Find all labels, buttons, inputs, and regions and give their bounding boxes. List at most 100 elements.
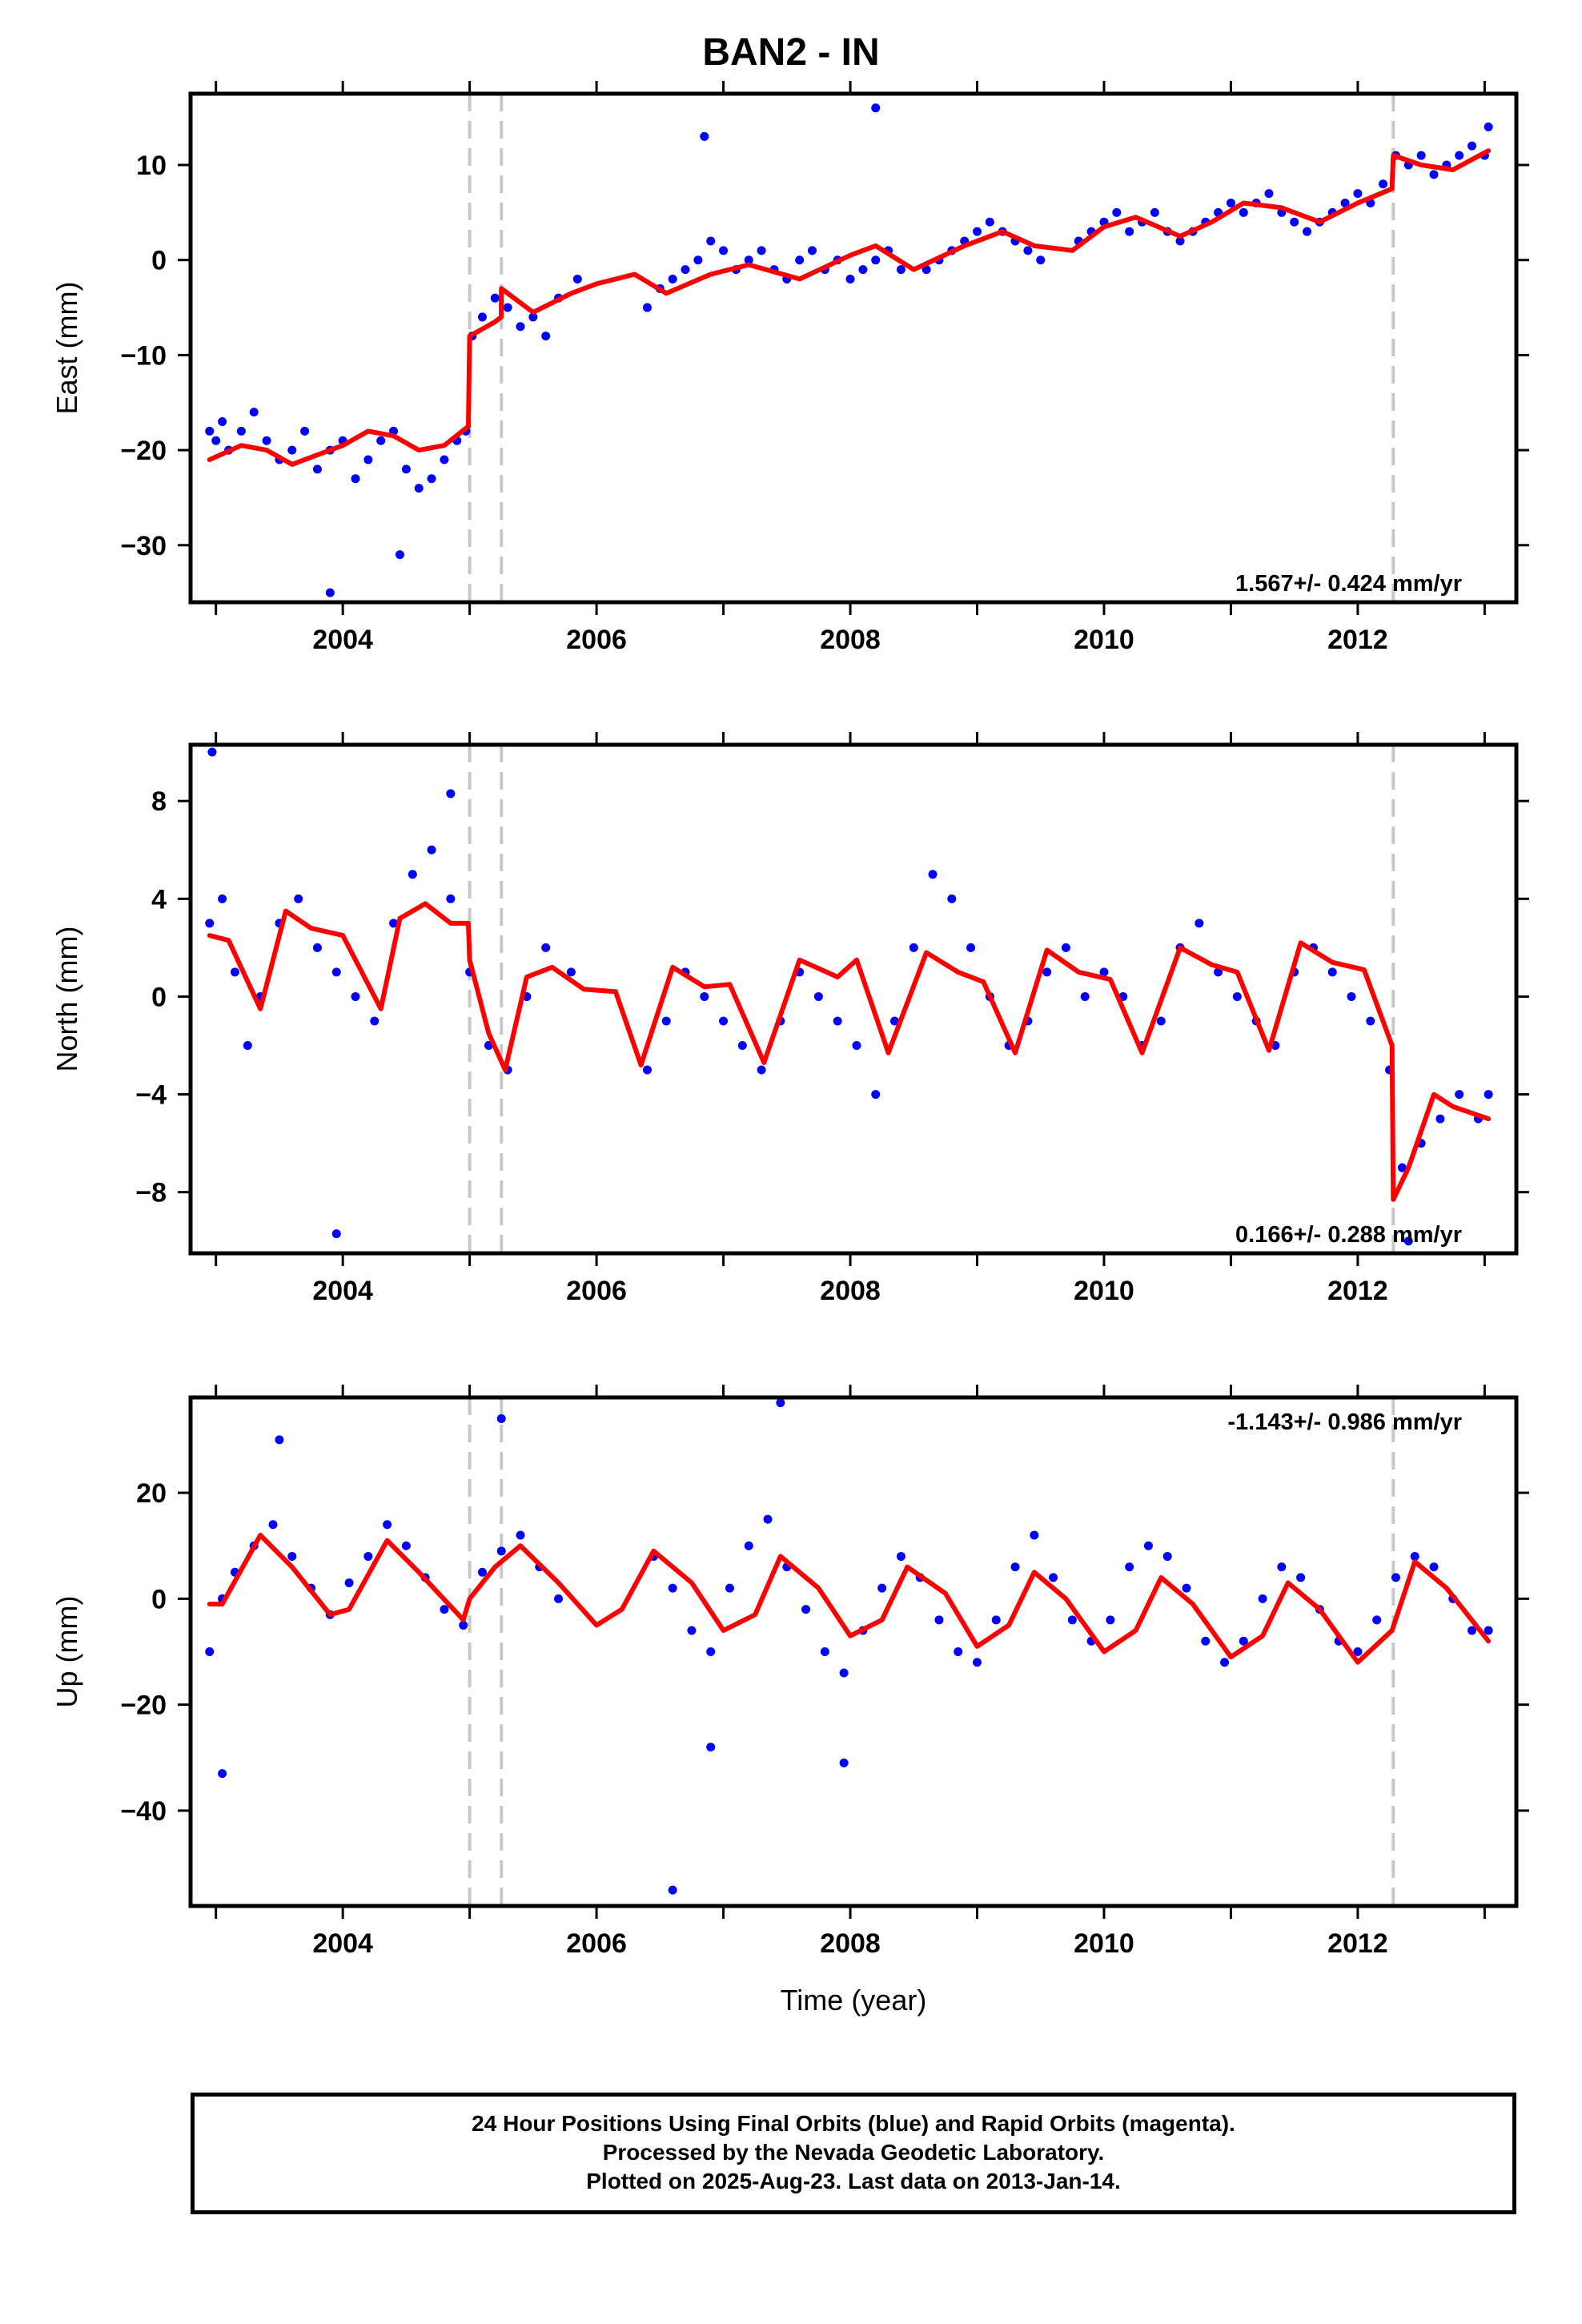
north-data-point bbox=[408, 870, 417, 879]
east-x-tick-label: 2006 bbox=[566, 625, 627, 655]
up-data-point bbox=[477, 1567, 487, 1577]
north-data-point bbox=[1327, 967, 1337, 977]
north-y-tick-label: −8 bbox=[135, 1178, 167, 1208]
north-frame bbox=[188, 742, 1519, 1256]
east-data-point bbox=[1036, 255, 1046, 265]
east-data-point bbox=[1112, 207, 1122, 217]
up-model-line bbox=[207, 1533, 1492, 1665]
north-x-tick-label: 2004 bbox=[312, 1276, 373, 1306]
east-data-point bbox=[693, 255, 703, 265]
up-data-point bbox=[668, 1583, 677, 1593]
up-plot-area bbox=[205, 1398, 1493, 1895]
up-x-tick-label: 2010 bbox=[1074, 1928, 1134, 1959]
up-y-tick-label: −20 bbox=[120, 1691, 167, 1721]
north-data-point bbox=[1099, 967, 1109, 977]
east-data-point bbox=[262, 436, 271, 445]
east-data-point bbox=[871, 103, 881, 113]
up-data-point bbox=[1277, 1562, 1287, 1572]
north-data-point bbox=[218, 894, 227, 903]
east-data-point bbox=[1379, 179, 1388, 189]
north-y-axis-title: North (mm) bbox=[50, 927, 83, 1072]
x-axis-title: Time (year) bbox=[781, 1984, 927, 2016]
up-data-point bbox=[1239, 1636, 1248, 1646]
east-data-point bbox=[1429, 170, 1439, 179]
north-data-point bbox=[757, 1065, 766, 1075]
east-data-point bbox=[985, 217, 994, 227]
north-y-tick-label: −4 bbox=[135, 1080, 167, 1111]
up-y-axis-title: Up (mm) bbox=[50, 1596, 83, 1708]
up-data-point bbox=[205, 1647, 215, 1656]
east-model-line bbox=[207, 148, 1492, 467]
north-plot-area bbox=[205, 747, 1493, 1246]
up-data-point bbox=[344, 1578, 354, 1588]
north-data-point bbox=[966, 943, 976, 952]
east-data-point bbox=[1239, 207, 1248, 217]
up-data-point bbox=[1182, 1583, 1191, 1593]
footer-line-3: Plotted on 2025-Aug-23. Last data on 201… bbox=[586, 2169, 1121, 2193]
north-data-point bbox=[1061, 943, 1070, 952]
east-data-point bbox=[218, 416, 227, 426]
up-data-point bbox=[440, 1605, 449, 1614]
north-data-point bbox=[1403, 1236, 1413, 1246]
east-data-point bbox=[572, 274, 582, 283]
east-y-tick-label: −30 bbox=[120, 531, 167, 561]
east-data-point bbox=[1468, 141, 1477, 151]
up-data-point bbox=[1010, 1562, 1020, 1572]
up-data-point bbox=[1391, 1573, 1400, 1582]
north-data-point bbox=[230, 967, 239, 977]
east-data-point bbox=[376, 436, 386, 445]
up-data-point bbox=[1067, 1615, 1077, 1625]
north-y-tick-label: 0 bbox=[151, 982, 167, 1012]
north-data-point bbox=[1455, 1090, 1464, 1100]
north-data-point bbox=[1080, 991, 1090, 1001]
footer-line-1: 24 Hour Positions Using Final Orbits (bl… bbox=[472, 2111, 1235, 2136]
east-data-point bbox=[1175, 236, 1185, 246]
up-rate-label: -1.143+/- 0.986 mm/yr bbox=[1227, 1409, 1462, 1435]
east-data-point bbox=[211, 436, 221, 445]
north-data-point bbox=[871, 1090, 881, 1100]
east-data-point bbox=[700, 131, 709, 141]
north-data-point bbox=[661, 1016, 671, 1026]
east-data-point bbox=[845, 274, 855, 283]
up-data-point bbox=[516, 1530, 525, 1540]
north-panel: 2004 2006 2008 2010 2012 8 4 0 −4 −8 North (mm) 0.1… bbox=[50, 732, 1529, 1306]
east-data-point bbox=[516, 322, 525, 332]
north-data-point bbox=[1347, 991, 1356, 1001]
up-data-point bbox=[1162, 1551, 1172, 1561]
east-x-tick-label: 2010 bbox=[1074, 625, 1134, 655]
up-data-point bbox=[725, 1583, 734, 1593]
up-data-point bbox=[839, 1758, 849, 1767]
footer-line-2: Processed by the Nevada Geodetic Laborat… bbox=[602, 2140, 1105, 2165]
up-frame bbox=[188, 1395, 1519, 1908]
east-data-point bbox=[236, 426, 246, 436]
east-data-point bbox=[363, 455, 373, 464]
north-data-point bbox=[331, 1229, 341, 1239]
east-y-tick-label: −20 bbox=[120, 436, 167, 466]
east-data-point bbox=[477, 312, 487, 322]
east-panel: 2004 2006 2008 2010 2012 10 0 −10 −20 −30 East (mm… bbox=[50, 81, 1529, 655]
east-y-tick-label: 0 bbox=[151, 246, 167, 276]
up-data-point bbox=[706, 1647, 716, 1656]
east-x-tick-label: 2012 bbox=[1327, 625, 1388, 655]
east-data-point bbox=[1264, 189, 1274, 199]
north-data-point bbox=[566, 967, 576, 977]
east-data-point bbox=[668, 274, 677, 283]
north-data-point bbox=[719, 1016, 729, 1026]
east-y-tick-label: 10 bbox=[136, 151, 167, 181]
up-data-point bbox=[1125, 1562, 1134, 1572]
east-data-point bbox=[757, 246, 766, 255]
up-data-point bbox=[776, 1398, 785, 1408]
up-data-point bbox=[1372, 1615, 1382, 1625]
east-data-point bbox=[528, 312, 538, 322]
north-data-point bbox=[1042, 967, 1052, 977]
up-data-point bbox=[1220, 1658, 1230, 1667]
east-data-point bbox=[287, 445, 297, 455]
up-data-point bbox=[1410, 1551, 1419, 1561]
up-data-point bbox=[896, 1551, 905, 1561]
up-data-point bbox=[1143, 1541, 1153, 1550]
east-data-point bbox=[1484, 123, 1493, 132]
up-data-point bbox=[268, 1520, 278, 1530]
east-y-tick-label: −10 bbox=[120, 340, 167, 371]
up-data-point bbox=[1429, 1562, 1439, 1572]
